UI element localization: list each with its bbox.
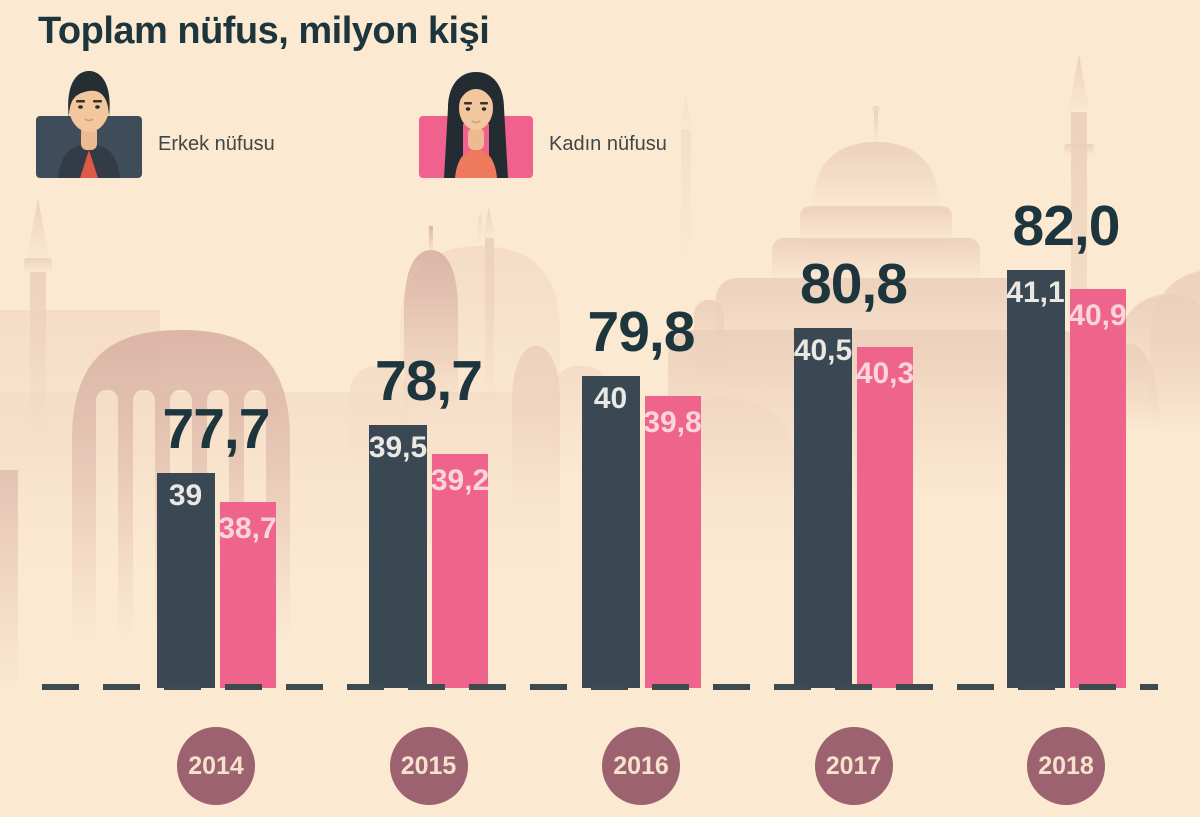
male-value-label: 39,5 (368, 431, 428, 464)
total-label: 79,8 (587, 300, 696, 364)
year-badge: 2018 (1027, 727, 1105, 805)
minaret-icon (483, 206, 495, 408)
total-label: 82,0 (1012, 194, 1121, 258)
total-label: 80,8 (800, 252, 908, 316)
year-badge: 2014 (177, 727, 255, 805)
legend-label-female: Kadın nüfusu (549, 133, 667, 155)
female-bar: 38,7 (218, 502, 277, 688)
year-badge: 2017 (814, 727, 893, 805)
year-badge: 2016 (602, 727, 680, 805)
year-badge: 2015 (389, 727, 468, 805)
female-avatar-icon (419, 72, 533, 178)
page-title: Toplam nüfus, milyon kişi (38, 10, 490, 52)
male-bar: 41,1 (1006, 270, 1065, 688)
minaret-icon (679, 94, 693, 260)
female-bar: 39,8 (643, 396, 702, 688)
female-bar: 40,9 (1068, 289, 1127, 688)
total-label: 77,7 (162, 397, 271, 461)
female-bar: 40,3 (855, 347, 915, 688)
total-label: 78,7 (375, 349, 483, 413)
female-value-label: 39,8 (643, 406, 702, 439)
male-value-label: 39 (168, 479, 203, 512)
female-bar: 39,2 (430, 454, 490, 688)
male-avatar-icon (36, 71, 142, 178)
legend-label-male: Erkek nüfusu (158, 133, 275, 155)
legend-item-male: Erkek nüfusu (36, 66, 275, 178)
female-value-label: 39,2 (430, 464, 490, 497)
female-value-label: 40,3 (855, 357, 915, 390)
legend-item-female: Kadın nüfusu (419, 66, 667, 178)
male-bar: 40,5 (794, 328, 852, 688)
male-value-label: 40 (593, 382, 628, 415)
male-bar: 39 (156, 473, 215, 688)
male-value-label: 41,1 (1006, 276, 1065, 309)
minaret-icon (24, 198, 52, 442)
wall-band-icon (0, 470, 18, 690)
female-value-label: 40,9 (1068, 299, 1127, 332)
domed-tower-icon (512, 346, 560, 510)
male-bar: 40 (581, 376, 640, 688)
male-value-label: 40,5 (793, 334, 853, 367)
female-value-label: 38,7 (218, 512, 277, 545)
domed-tower-icon (404, 226, 458, 410)
male-bar: 39,5 (369, 425, 427, 688)
